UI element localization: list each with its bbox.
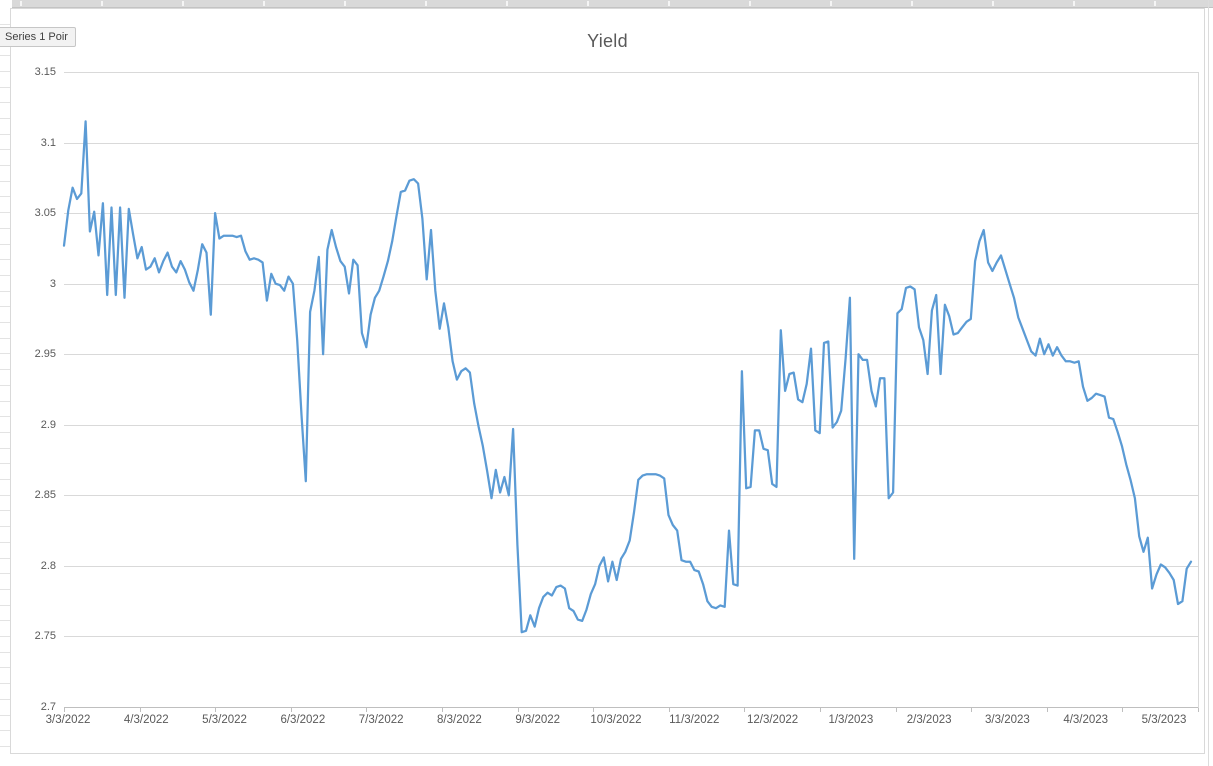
row-gridline — [0, 55, 10, 57]
column-boundary-notch — [830, 1, 832, 6]
row-gridline — [0, 70, 10, 72]
spreadsheet-left-margin — [0, 8, 10, 766]
row-gridline — [0, 196, 10, 198]
x-axis-tick-label: 2/3/2023 — [906, 714, 952, 726]
x-axis-tick-label: 8/3/2022 — [437, 714, 482, 726]
row-gridline — [0, 322, 10, 323]
column-boundary-notch — [182, 1, 184, 6]
yield-series-line[interactable] — [62, 120, 1193, 634]
row-gridline — [0, 588, 10, 590]
x-axis-tick-label: 4/3/2023 — [1063, 714, 1109, 726]
spreadsheet-column-gridline — [1208, 0, 1209, 766]
x-axis-tick-label: 10/3/2022 — [590, 714, 642, 726]
row-gridline — [0, 447, 10, 449]
column-boundary-notch — [20, 1, 22, 6]
x-axis-tick-label: 3/3/2022 — [45, 714, 91, 726]
row-gridline — [0, 416, 10, 418]
row-gridline — [0, 133, 10, 135]
y-axis-tick-label: 2.8 — [40, 559, 56, 572]
row-gridline — [0, 463, 10, 465]
row-gridline — [0, 212, 10, 214]
row-gridline — [0, 227, 10, 229]
row-gridline — [0, 526, 10, 528]
row-gridline — [0, 23, 10, 25]
column-boundary-notch — [263, 1, 265, 6]
y-axis-tick-label: 2.85 — [34, 488, 56, 501]
row-gridline — [0, 636, 10, 637]
row-gridline — [0, 541, 10, 543]
row-gridline — [0, 149, 10, 151]
row-gridline — [0, 730, 10, 732]
row-gridline — [0, 400, 10, 402]
column-boundary-notch — [506, 1, 508, 6]
row-gridline — [0, 259, 10, 261]
row-gridline — [0, 306, 10, 308]
row-gridline — [0, 651, 10, 653]
x-axis-tick-label: 9/3/2022 — [515, 714, 561, 726]
row-gridline — [0, 745, 10, 747]
row-gridline — [0, 714, 10, 716]
y-axis-tick-label: 3 — [49, 277, 56, 290]
y-axis-tick-label: 3.1 — [40, 136, 56, 149]
column-boundary-notch — [992, 1, 994, 6]
series-tooltip: Series 1 Poir — [0, 27, 76, 47]
chart-title: Yield — [587, 31, 628, 51]
column-boundary-notch — [344, 1, 346, 6]
x-axis-tick-label: 3/3/2023 — [985, 714, 1030, 726]
row-gridline — [0, 494, 10, 496]
x-axis-tick-label: 4/3/2022 — [123, 714, 169, 726]
column-boundary-notch — [425, 1, 427, 6]
row-gridline — [0, 369, 10, 371]
row-gridline — [0, 667, 10, 669]
row-gridline — [0, 117, 10, 119]
row-gridline — [0, 683, 10, 685]
column-boundary-notch — [1073, 1, 1075, 6]
y-axis-tick-label: 2.7 — [40, 700, 56, 713]
row-gridline — [0, 384, 10, 386]
y-axis-tick-label: 2.95 — [34, 347, 56, 360]
plot-svg — [62, 72, 1199, 712]
row-gridline — [0, 557, 10, 559]
column-boundary-notch — [587, 1, 589, 6]
row-gridline — [0, 165, 10, 166]
y-axis-tick-label: 3.05 — [34, 206, 56, 219]
spreadsheet-column-strip — [12, 0, 1213, 8]
row-gridline — [0, 180, 10, 182]
row-gridline — [0, 431, 10, 433]
y-axis-tick-label: 2.75 — [34, 629, 56, 642]
row-gridline — [0, 337, 10, 339]
x-axis-tick-label: 7/3/2022 — [358, 714, 404, 726]
row-gridline — [0, 102, 10, 104]
column-boundary-notch — [668, 1, 670, 6]
row-gridline — [0, 604, 10, 606]
row-gridline — [0, 620, 10, 622]
x-axis-tick-label: 11/3/2022 — [669, 714, 720, 726]
x-axis-tick-label: 6/3/2022 — [280, 714, 326, 726]
x-axis-tick-label: 5/3/2022 — [202, 714, 247, 726]
row-gridline — [0, 86, 10, 88]
column-boundary-notch — [749, 1, 751, 6]
x-axis-tick-label: 1/3/2023 — [828, 714, 874, 726]
y-axis-tick-label: 2.9 — [40, 418, 56, 431]
row-gridline — [0, 573, 10, 575]
row-gridline — [0, 290, 10, 292]
row-gridline — [0, 353, 10, 355]
column-boundary-notch — [101, 1, 103, 6]
x-axis-tick-label: 5/3/2023 — [1141, 714, 1187, 726]
row-gridline — [0, 274, 10, 276]
row-gridline — [0, 243, 10, 245]
chart-area[interactable]: Yield 3.15 3.1 3.05 3 2.95 2.9 2.85 2.8 2.75 2.7 3… — [10, 8, 1205, 754]
row-gridline — [0, 479, 10, 480]
y-axis-tick-label: 3.15 — [34, 65, 56, 78]
x-axis-tick-label: 12/3/2022 — [746, 714, 799, 726]
column-boundary-notch — [1154, 1, 1156, 6]
row-gridline — [0, 698, 10, 700]
row-gridline — [0, 510, 10, 512]
column-boundary-notch — [911, 1, 913, 6]
